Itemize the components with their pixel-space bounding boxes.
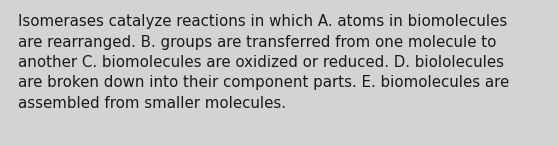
Text: are rearranged. B. groups are transferred from one molecule to: are rearranged. B. groups are transferre… (18, 34, 497, 49)
Text: another C. biomolecules are oxidized or reduced. D. biololecules: another C. biomolecules are oxidized or … (18, 55, 504, 70)
Text: assembled from smaller molecules.: assembled from smaller molecules. (18, 96, 286, 111)
Text: Isomerases catalyze reactions in which A. atoms in biomolecules: Isomerases catalyze reactions in which A… (18, 14, 507, 29)
Text: are broken down into their component parts. E. biomolecules are: are broken down into their component par… (18, 75, 509, 91)
